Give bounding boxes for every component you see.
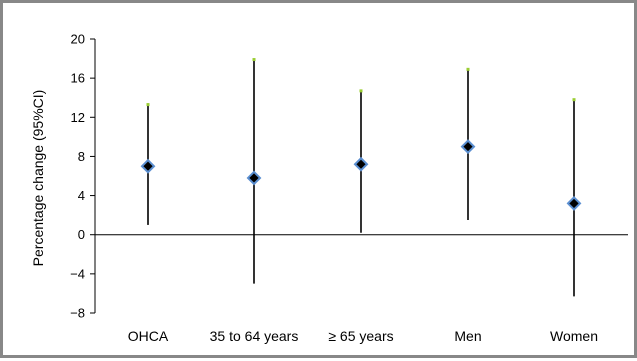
y-tick-label: 20 <box>71 32 85 47</box>
x-category-label: Women <box>550 328 598 344</box>
y-tick-label: 0 <box>78 227 85 242</box>
y-tick-label: 4 <box>78 188 85 203</box>
upper-ci-cap <box>146 103 150 107</box>
y-tick-label: 8 <box>78 149 85 164</box>
data-marks <box>140 58 582 297</box>
point-estimate-marker <box>140 158 156 174</box>
x-axis: OHCA 35 to 64 years ≥ 65 years Men Women <box>95 234 628 344</box>
point-estimate-marker <box>246 170 262 186</box>
y-axis-title: Percentage change (95%CI) <box>30 90 46 267</box>
x-category-label: Men <box>454 328 481 344</box>
point-estimate-marker <box>566 195 582 211</box>
y-tick-label: −8 <box>70 306 85 321</box>
upper-ci-cap <box>466 67 470 71</box>
y-tick-label: −4 <box>70 266 85 281</box>
x-category-label: 35 to 64 years <box>210 328 299 344</box>
upper-ci-cap <box>252 58 256 62</box>
y-tick-label: 16 <box>71 71 85 86</box>
forest-plot: −8 −4 0 4 8 12 16 20 OHCA 35 to 64 years ≥ 65 yea… <box>30 32 628 344</box>
y-tick-label: 12 <box>71 110 85 125</box>
upper-ci-cap <box>359 89 363 93</box>
upper-ci-cap <box>572 98 576 102</box>
x-category-label: OHCA <box>128 328 169 344</box>
point-estimate-marker <box>460 139 476 155</box>
y-axis: −8 −4 0 4 8 12 16 20 <box>70 32 96 321</box>
point-estimate-marker <box>353 156 369 172</box>
x-category-label: ≥ 65 years <box>328 328 393 344</box>
